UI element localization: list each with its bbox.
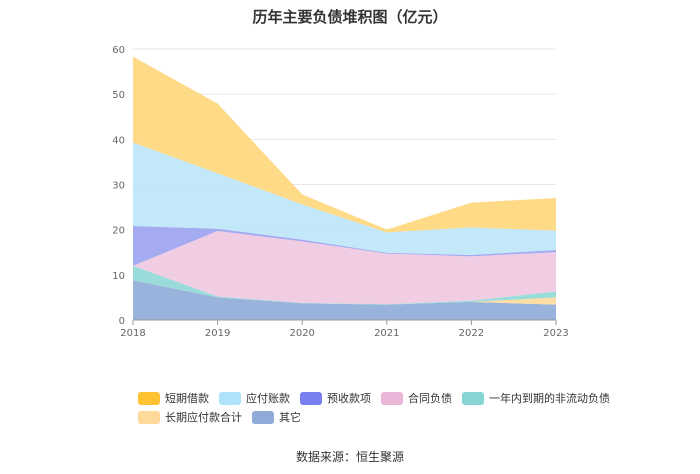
legend-label: 一年内到期的非流动负债 [489,392,610,405]
legend-item[interactable]: 应付账款 [219,390,290,406]
legend-row-1: 短期借款 应付账款 预收款项 合同负债 一年内到期的非流动负债 [138,390,620,406]
x-tick-label: 2021 [374,328,399,339]
chart-title: 历年主要负债堆积图（亿元） [252,8,448,26]
legend-label: 长期应付款合计 [165,411,242,424]
legend-swatch [462,391,484,405]
legend-label: 短期借款 [165,392,209,405]
y-tick-label: 10 [112,271,125,282]
legend-swatch [300,391,322,405]
legend-item[interactable]: 预收款项 [300,390,371,406]
y-tick-label: 30 [112,181,125,192]
legend-label: 应付账款 [246,392,290,405]
legend-label: 预收款项 [327,392,371,405]
legend-label: 其它 [279,411,301,424]
legend-swatch [381,391,403,405]
y-tick-label: 60 [112,45,125,56]
legend-item[interactable]: 长期应付款合计 [138,409,242,425]
legend-item[interactable]: 短期借款 [138,390,209,406]
legend-swatch [138,391,160,405]
legend-item[interactable]: 一年内到期的非流动负债 [462,390,610,406]
legend-row-2: 长期应付款合计 其它 [138,409,311,425]
legend-label: 合同负债 [408,392,452,405]
area-series [133,142,556,255]
area-series [133,280,556,320]
area-series [133,56,556,233]
y-tick-label: 20 [112,226,125,237]
area-series [133,280,556,305]
legend-item[interactable]: 合同负债 [381,390,452,406]
x-tick-label: 2020 [289,328,314,339]
x-tick-label: 2022 [459,328,484,339]
legend-swatch [138,410,160,424]
legend-item[interactable]: 其它 [252,409,301,425]
x-tick-label: 2023 [543,328,568,339]
y-tick-label: 40 [112,135,125,146]
x-tick-label: 2019 [205,328,230,339]
legend-swatch [252,410,274,424]
area-series [133,226,556,266]
data-source-note: 数据来源：恒生聚源 [295,450,404,464]
y-tick-label: 50 [112,90,125,101]
y-tick-label: 0 [119,316,125,327]
area-series [133,231,556,305]
legend-swatch [219,391,241,405]
x-tick-label: 2018 [120,328,145,339]
